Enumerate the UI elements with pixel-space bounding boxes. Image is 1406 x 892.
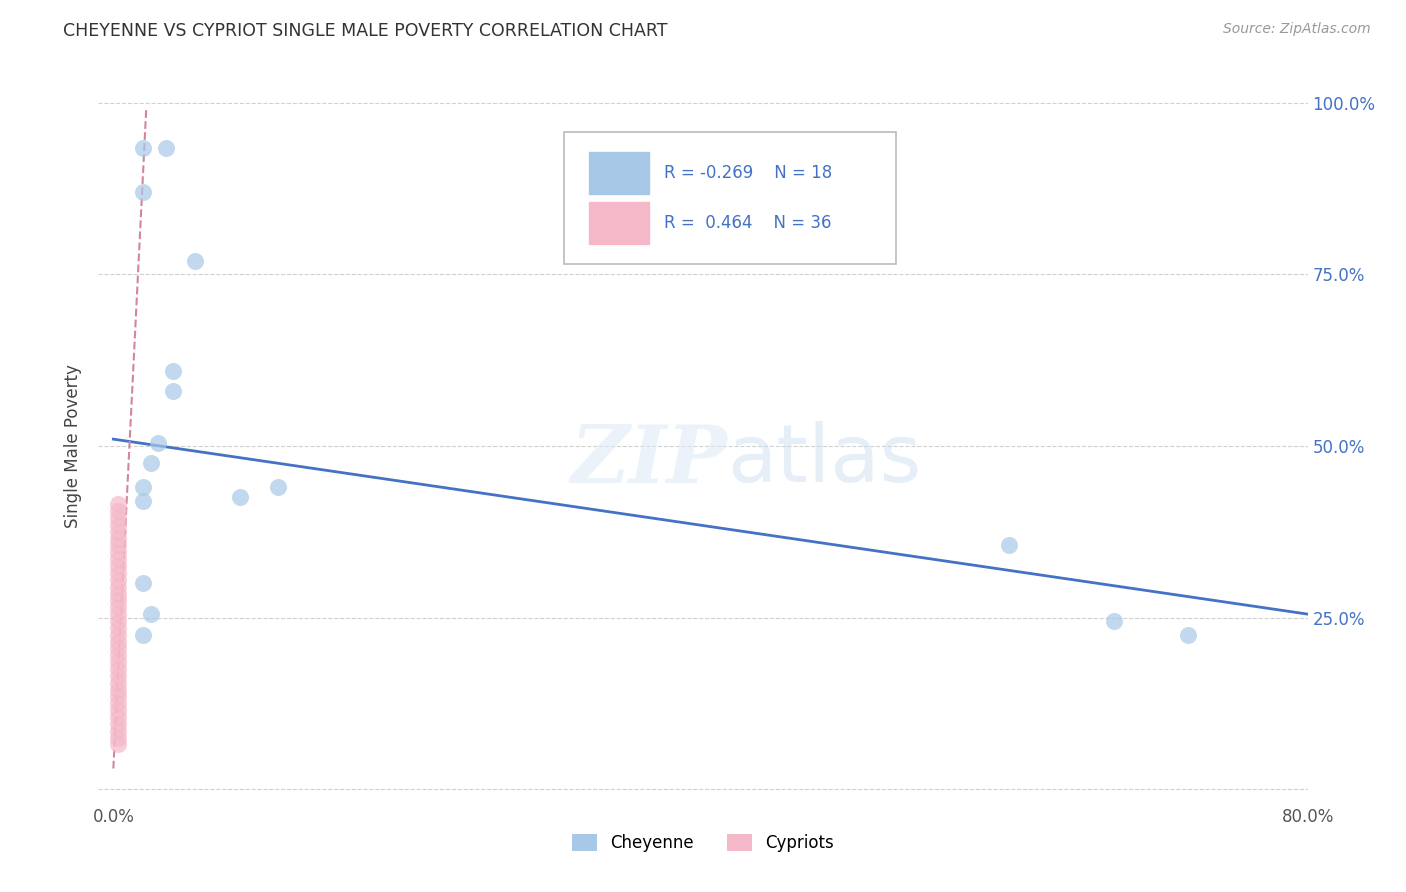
Point xyxy=(132,480,155,494)
Point xyxy=(107,614,129,628)
Point xyxy=(107,580,129,594)
FancyBboxPatch shape xyxy=(564,132,897,264)
Point xyxy=(184,253,207,268)
Text: ZIP: ZIP xyxy=(571,422,727,499)
Point xyxy=(107,593,129,607)
Point xyxy=(107,703,129,717)
Point xyxy=(998,539,1021,553)
Point xyxy=(107,690,129,704)
Point xyxy=(146,435,169,450)
Y-axis label: Single Male Poverty: Single Male Poverty xyxy=(65,364,83,528)
Point xyxy=(107,539,129,553)
Text: R =  0.464    N = 36: R = 0.464 N = 36 xyxy=(664,214,832,232)
Point xyxy=(162,384,184,398)
Point xyxy=(107,669,129,683)
Point xyxy=(107,648,129,663)
Point xyxy=(155,140,177,154)
Point xyxy=(132,576,155,591)
Point xyxy=(162,363,184,377)
Point xyxy=(107,586,129,600)
Point xyxy=(132,628,155,642)
Point xyxy=(107,662,129,676)
Point xyxy=(107,655,129,669)
Point xyxy=(107,573,129,587)
Point xyxy=(229,491,252,505)
Point xyxy=(107,696,129,710)
Point xyxy=(107,600,129,615)
Text: atlas: atlas xyxy=(727,421,921,500)
Point xyxy=(107,559,129,574)
Point xyxy=(107,634,129,648)
Point xyxy=(107,511,129,525)
Point xyxy=(107,524,129,539)
Point xyxy=(107,566,129,580)
FancyBboxPatch shape xyxy=(589,202,648,244)
Point xyxy=(107,723,129,738)
Point xyxy=(132,140,155,154)
Point xyxy=(132,494,155,508)
Text: R = -0.269    N = 18: R = -0.269 N = 18 xyxy=(664,164,832,182)
Point xyxy=(107,497,129,511)
Point xyxy=(107,682,129,697)
Point xyxy=(107,731,129,745)
Point xyxy=(107,607,129,621)
Point xyxy=(107,675,129,690)
Point xyxy=(132,185,155,199)
Point xyxy=(266,480,288,494)
Point xyxy=(107,717,129,731)
Point xyxy=(107,628,129,642)
Text: Source: ZipAtlas.com: Source: ZipAtlas.com xyxy=(1223,22,1371,37)
Point xyxy=(107,641,129,656)
Point xyxy=(107,552,129,566)
Point xyxy=(1177,628,1199,642)
Point xyxy=(1102,614,1125,628)
Point xyxy=(107,621,129,635)
Point xyxy=(139,607,162,621)
Point xyxy=(107,710,129,724)
Legend: Cheyenne, Cypriots: Cheyenne, Cypriots xyxy=(565,827,841,859)
Point xyxy=(107,504,129,518)
Text: CHEYENNE VS CYPRIOT SINGLE MALE POVERTY CORRELATION CHART: CHEYENNE VS CYPRIOT SINGLE MALE POVERTY … xyxy=(63,22,668,40)
Point xyxy=(107,738,129,752)
Point xyxy=(107,532,129,546)
FancyBboxPatch shape xyxy=(589,152,648,194)
Point xyxy=(107,545,129,559)
Point xyxy=(107,517,129,532)
Point xyxy=(139,456,162,470)
